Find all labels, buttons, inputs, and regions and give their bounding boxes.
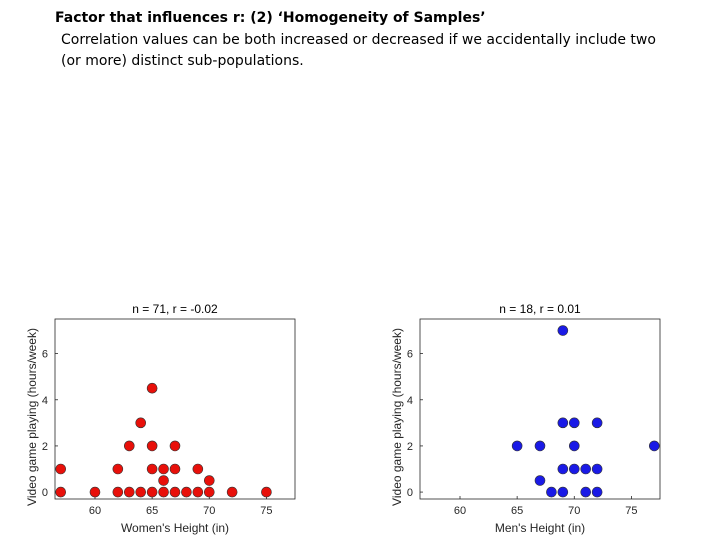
data-point	[135, 486, 147, 498]
y-axis-label: Video game playing (hours/week)	[25, 328, 39, 506]
data-point	[580, 486, 592, 498]
y-tick-label: 6	[42, 349, 48, 361]
data-point	[158, 486, 169, 498]
data-point	[169, 486, 181, 498]
data-point	[568, 417, 580, 429]
slide-body-text: Correlation values can be both increased…	[61, 32, 656, 69]
data-point	[203, 475, 215, 486]
x-tick-label: 60	[89, 505, 101, 517]
men-scatter-plot: 60 65 70 75 0 2 4 6 n = 18, r = 0.01 Men's Height…	[390, 302, 661, 535]
data-point	[557, 417, 569, 429]
y-tick-label: 6	[407, 349, 413, 361]
data-point	[146, 382, 158, 394]
women-scatter-plot: 60 65 70 75 0 2 4 6 n = 71, r = -0.02 Women's Hei…	[25, 302, 296, 535]
data-point	[203, 486, 215, 498]
data-point	[192, 486, 204, 498]
plot-title: n = 71, r = -0.02	[132, 302, 218, 316]
plot-title: n = 18, r = 0.01	[499, 302, 581, 316]
x-tick-label: 70	[203, 505, 215, 517]
data-point	[557, 486, 569, 498]
x-axis-label: Men's Height (in)	[495, 521, 585, 535]
data-point	[534, 440, 546, 452]
y-tick-label: 2	[42, 441, 48, 453]
data-point	[146, 463, 158, 475]
data-point	[135, 417, 147, 429]
data-point	[146, 440, 158, 452]
data-point	[591, 417, 603, 429]
data-point	[534, 475, 546, 486]
x-tick-label: 70	[568, 505, 580, 517]
x-axis-label: Women's Height (in)	[121, 521, 229, 535]
axes-frame	[419, 318, 661, 500]
y-tick-label: 4	[42, 395, 48, 407]
data-point	[123, 486, 135, 498]
data-point	[557, 325, 569, 336]
y-tick-label: 0	[42, 487, 48, 499]
x-tick-label: 75	[625, 505, 637, 517]
data-point	[557, 463, 569, 475]
data-point	[580, 463, 592, 475]
data-point	[591, 486, 603, 498]
data-point	[112, 463, 124, 475]
x-tick-label: 60	[454, 505, 466, 517]
data-point	[55, 486, 67, 498]
data-point	[55, 463, 67, 475]
slide-title: Factor that influences r: (2) ‘Homogenei…	[55, 10, 486, 26]
data-point	[511, 440, 523, 452]
data-point	[192, 463, 204, 475]
data-point	[123, 440, 135, 452]
data-point	[568, 463, 580, 475]
y-tick-label: 0	[407, 487, 413, 499]
data-point	[169, 463, 181, 475]
data-point	[158, 463, 169, 475]
data-point	[226, 486, 238, 498]
data-point	[158, 475, 169, 486]
x-tick-label: 65	[146, 505, 158, 517]
y-axis-label: Video game playing (hours/week)	[390, 328, 404, 506]
data-point	[169, 440, 181, 452]
x-tick-label: 65	[511, 505, 523, 517]
data-point	[89, 486, 101, 498]
data-point	[181, 486, 192, 498]
data-point	[112, 486, 124, 498]
y-tick-label: 2	[407, 441, 413, 453]
data-point	[648, 440, 660, 452]
data-point	[546, 486, 557, 498]
data-point	[568, 440, 580, 452]
data-point	[146, 486, 158, 498]
y-tick-label: 4	[407, 395, 413, 407]
x-tick-label: 75	[260, 505, 272, 517]
data-point	[261, 486, 272, 498]
data-point	[591, 463, 603, 475]
